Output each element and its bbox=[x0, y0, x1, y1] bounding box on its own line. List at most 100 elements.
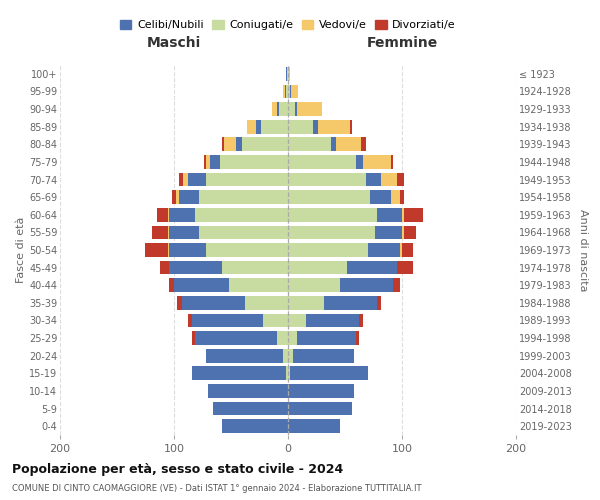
Text: Maschi: Maschi bbox=[147, 36, 201, 50]
Bar bbox=[172, 190, 176, 204]
Bar bbox=[397, 172, 404, 186]
Text: Popolazione per età, sesso e stato civile - 2024: Popolazione per età, sesso e stato civil… bbox=[12, 462, 343, 475]
Bar bbox=[188, 314, 192, 328]
Bar bbox=[288, 278, 340, 292]
Bar bbox=[288, 208, 377, 222]
Bar bbox=[236, 138, 242, 151]
Bar bbox=[192, 366, 286, 380]
Bar bbox=[169, 243, 206, 257]
Bar bbox=[288, 366, 290, 380]
Bar bbox=[179, 172, 183, 186]
Bar bbox=[194, 208, 288, 222]
Bar bbox=[288, 172, 365, 186]
Bar bbox=[289, 67, 290, 80]
Y-axis label: Fasce di età: Fasce di età bbox=[16, 217, 26, 283]
Bar bbox=[283, 84, 284, 98]
Bar bbox=[297, 331, 356, 345]
Bar bbox=[277, 331, 288, 345]
Bar bbox=[377, 296, 382, 310]
Bar bbox=[293, 349, 354, 362]
Bar bbox=[397, 260, 413, 274]
Text: Femmine: Femmine bbox=[367, 36, 437, 50]
Bar bbox=[229, 278, 288, 292]
Bar bbox=[286, 366, 288, 380]
Bar bbox=[222, 420, 288, 433]
Bar bbox=[168, 226, 169, 239]
Bar bbox=[391, 190, 400, 204]
Bar bbox=[286, 84, 288, 98]
Bar bbox=[288, 190, 370, 204]
Bar bbox=[313, 120, 317, 134]
Bar bbox=[211, 155, 220, 169]
Bar bbox=[260, 120, 288, 134]
Bar bbox=[400, 190, 404, 204]
Bar bbox=[288, 260, 347, 274]
Bar bbox=[169, 260, 222, 274]
Bar bbox=[176, 190, 179, 204]
Bar bbox=[359, 314, 363, 328]
Bar bbox=[277, 102, 279, 116]
Bar bbox=[290, 84, 292, 98]
Bar bbox=[391, 155, 393, 169]
Bar bbox=[290, 366, 368, 380]
Bar bbox=[288, 402, 352, 415]
Bar bbox=[168, 208, 169, 222]
Bar bbox=[220, 155, 288, 169]
Bar bbox=[288, 84, 290, 98]
Bar bbox=[222, 260, 288, 274]
Bar bbox=[306, 314, 359, 328]
Bar bbox=[284, 84, 286, 98]
Bar bbox=[347, 260, 397, 274]
Bar bbox=[256, 120, 260, 134]
Bar bbox=[288, 331, 297, 345]
Bar bbox=[152, 226, 168, 239]
Bar bbox=[402, 243, 413, 257]
Bar bbox=[288, 314, 306, 328]
Bar bbox=[361, 138, 365, 151]
Bar bbox=[288, 67, 289, 80]
Bar bbox=[192, 331, 194, 345]
Bar bbox=[283, 349, 288, 362]
Bar bbox=[288, 120, 313, 134]
Bar bbox=[365, 172, 382, 186]
Bar bbox=[370, 190, 391, 204]
Bar bbox=[272, 102, 277, 116]
Bar bbox=[194, 331, 277, 345]
Legend: Celibi/Nubili, Coniugati/e, Vedovi/e, Divorziati/e: Celibi/Nubili, Coniugati/e, Vedovi/e, Di… bbox=[116, 15, 460, 34]
Bar bbox=[331, 138, 336, 151]
Bar bbox=[368, 243, 400, 257]
Bar bbox=[377, 208, 402, 222]
Bar bbox=[206, 155, 211, 169]
Bar bbox=[245, 296, 288, 310]
Bar bbox=[206, 349, 283, 362]
Bar bbox=[356, 155, 363, 169]
Bar bbox=[208, 384, 288, 398]
Bar bbox=[206, 172, 288, 186]
Bar bbox=[295, 102, 297, 116]
Bar bbox=[297, 102, 322, 116]
Bar bbox=[224, 138, 236, 151]
Bar bbox=[402, 208, 404, 222]
Bar bbox=[242, 138, 288, 151]
Bar bbox=[178, 296, 182, 310]
Bar bbox=[404, 208, 422, 222]
Bar bbox=[288, 243, 368, 257]
Bar bbox=[393, 278, 400, 292]
Bar bbox=[179, 190, 199, 204]
Bar bbox=[169, 208, 194, 222]
Bar bbox=[356, 331, 359, 345]
Bar bbox=[199, 226, 288, 239]
Bar bbox=[157, 208, 168, 222]
Y-axis label: Anni di nascita: Anni di nascita bbox=[578, 209, 589, 291]
Bar bbox=[206, 243, 288, 257]
Bar bbox=[169, 278, 174, 292]
Bar bbox=[286, 67, 287, 80]
Bar bbox=[336, 138, 361, 151]
Bar bbox=[288, 349, 293, 362]
Bar bbox=[287, 67, 288, 80]
Bar bbox=[288, 226, 374, 239]
Bar bbox=[279, 102, 288, 116]
Bar bbox=[247, 120, 256, 134]
Bar bbox=[402, 226, 404, 239]
Bar bbox=[199, 190, 288, 204]
